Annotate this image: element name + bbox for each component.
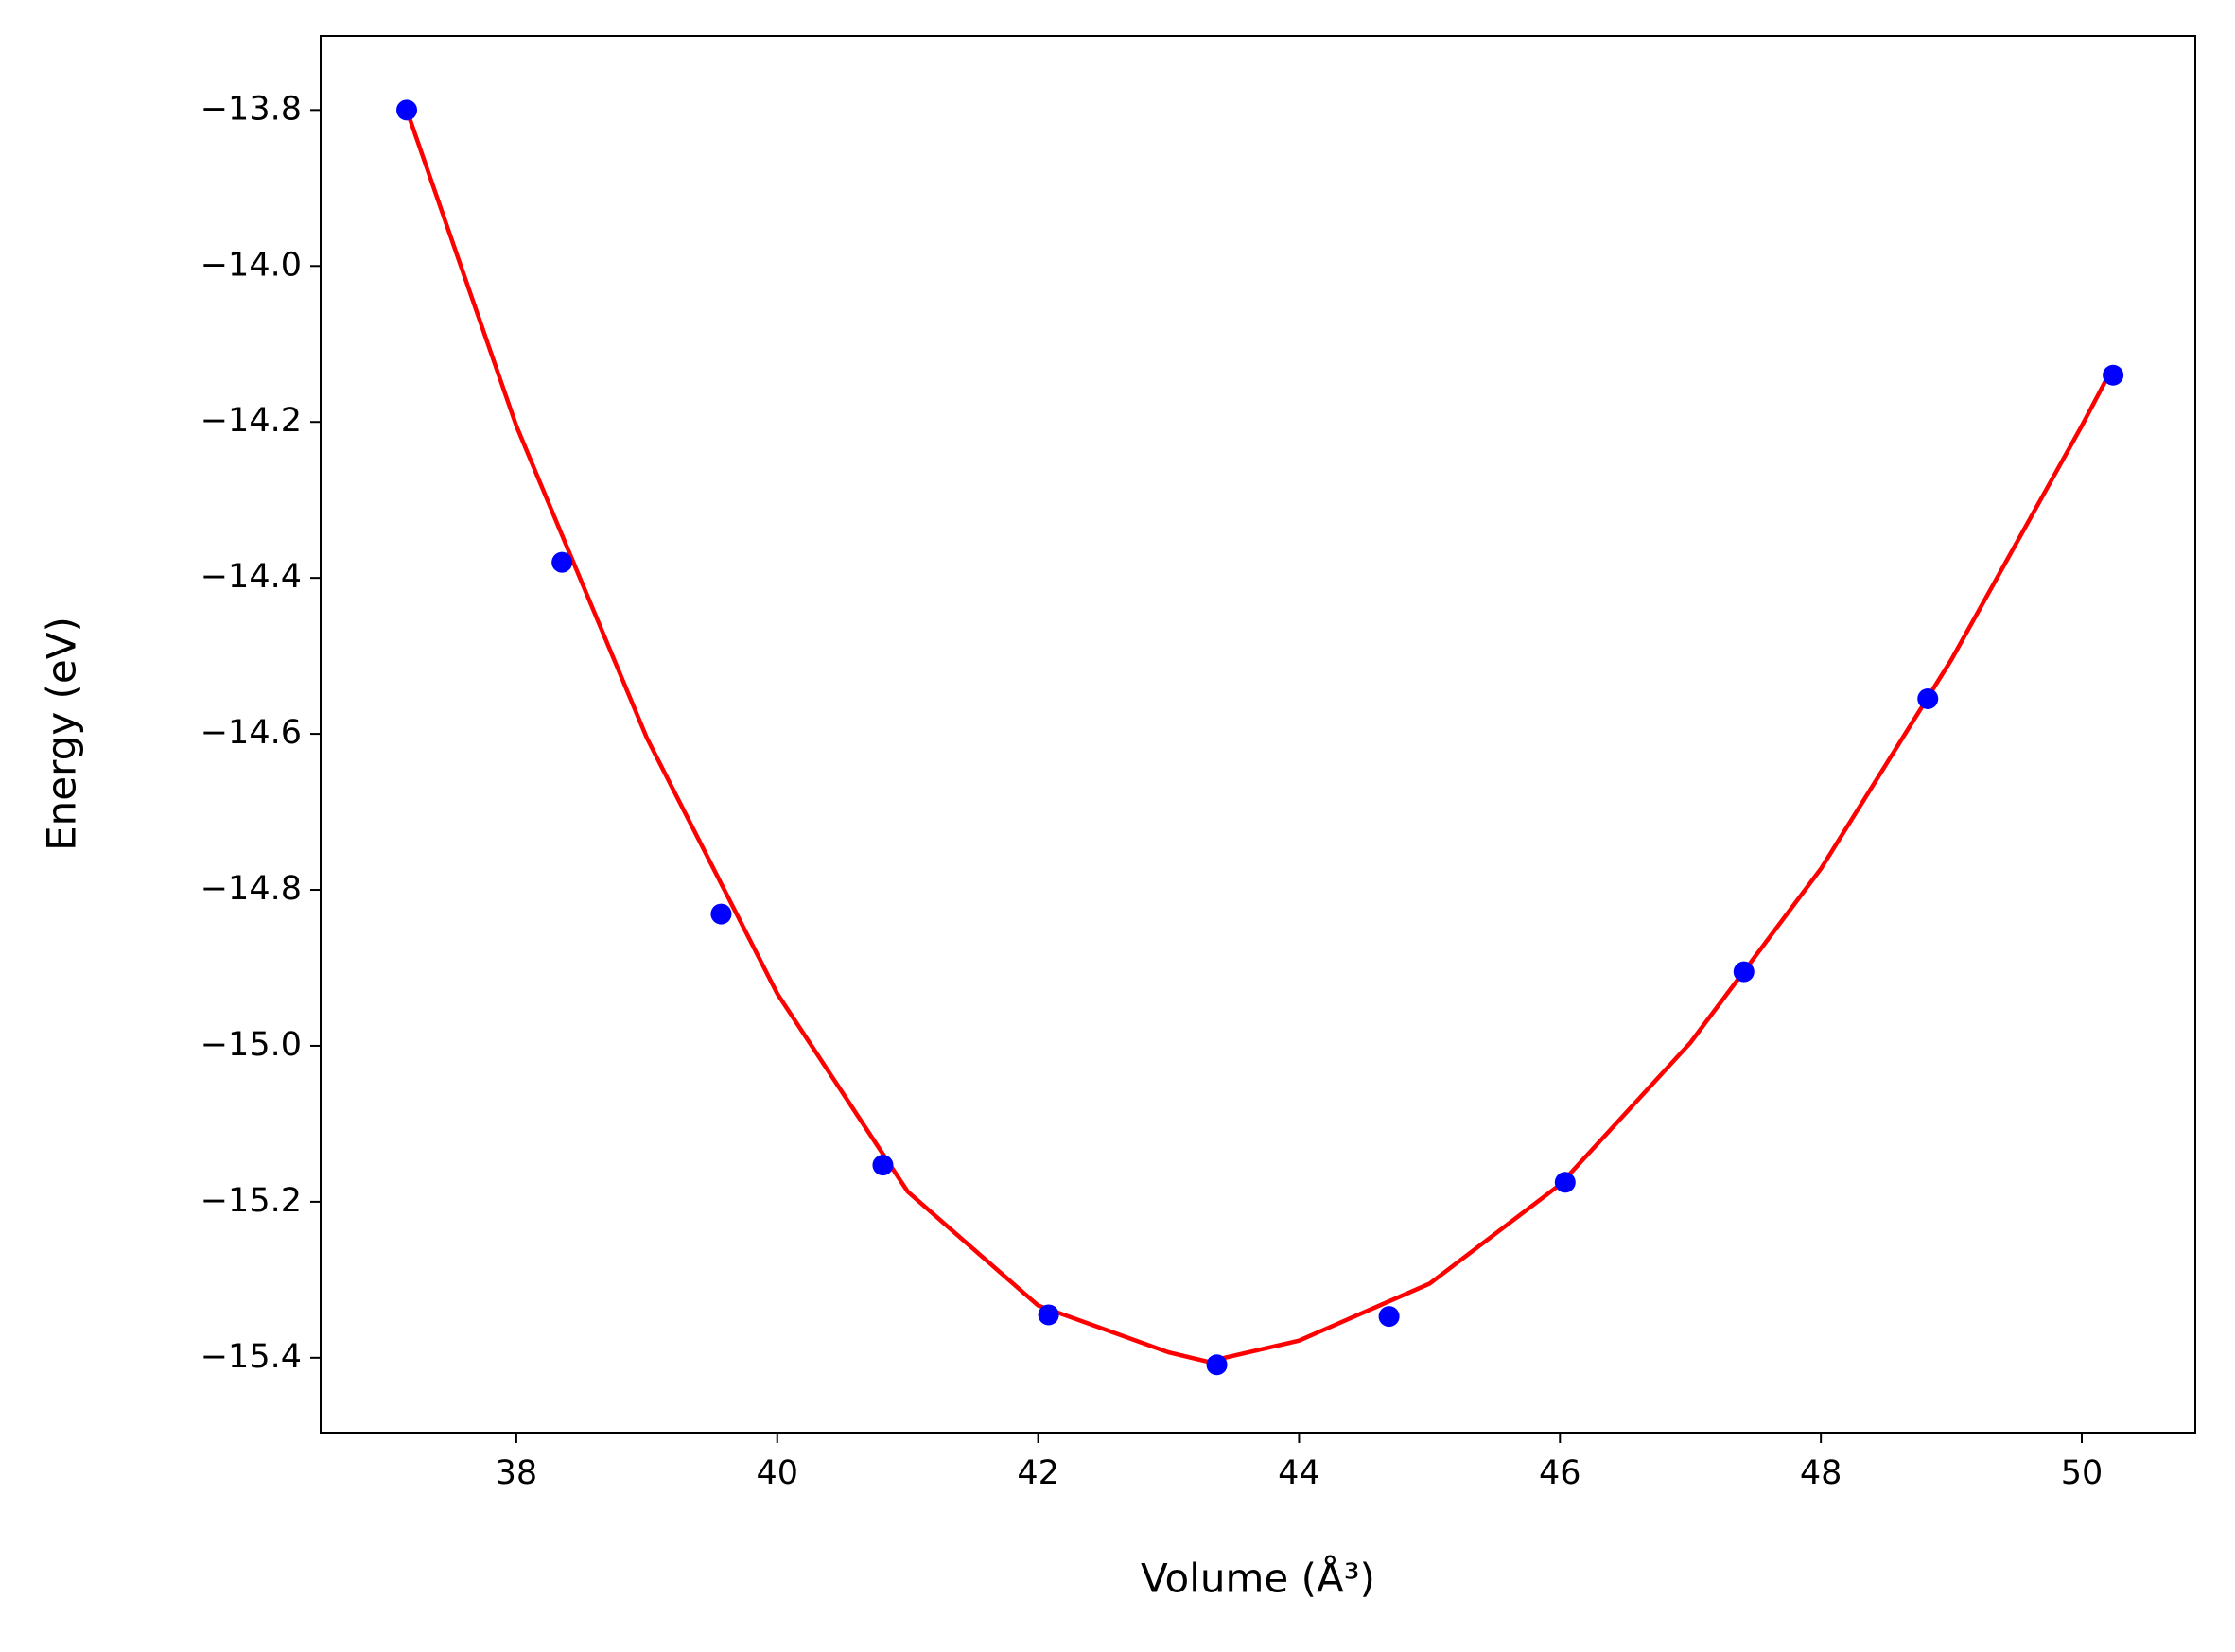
y-tick-label: −14.2 (201, 402, 302, 440)
x-axis-label: Volume (Å³) (1141, 1555, 1375, 1602)
fit-line (404, 109, 2116, 1365)
x-tick-label: 42 (1017, 1454, 1059, 1492)
data-point (1733, 961, 1755, 983)
y-tick-label: −14.8 (201, 870, 302, 908)
x-tick-label: 38 (496, 1454, 538, 1492)
y-tick-label: −15.0 (201, 1026, 302, 1064)
y-tick-label: −14.4 (201, 558, 302, 596)
data-point (2103, 364, 2124, 386)
data-point (1206, 1354, 1228, 1376)
data-point (710, 903, 732, 925)
data-point (396, 99, 418, 121)
y-tick-label: −13.8 (201, 90, 302, 128)
y-tick-label: −14.6 (201, 714, 302, 752)
data-point (551, 551, 573, 573)
data-point (1038, 1304, 1059, 1326)
data-point (1378, 1306, 1400, 1328)
y-axis-label: Energy (eV) (39, 617, 85, 851)
x-tick-label: 50 (2061, 1454, 2104, 1492)
data-point (1917, 687, 1939, 709)
x-tick-label: 40 (756, 1454, 798, 1492)
y-tick-label: −15.2 (201, 1182, 302, 1220)
plot-frame (320, 35, 2196, 1434)
x-tick-label: 48 (1800, 1454, 1842, 1492)
y-tick-label: −15.4 (201, 1338, 302, 1376)
data-point (1554, 1172, 1576, 1193)
x-tick-label: 44 (1278, 1454, 1320, 1492)
x-tick-label: 46 (1539, 1454, 1581, 1492)
y-tick-label: −14.0 (201, 246, 302, 284)
data-point (872, 1155, 894, 1176)
